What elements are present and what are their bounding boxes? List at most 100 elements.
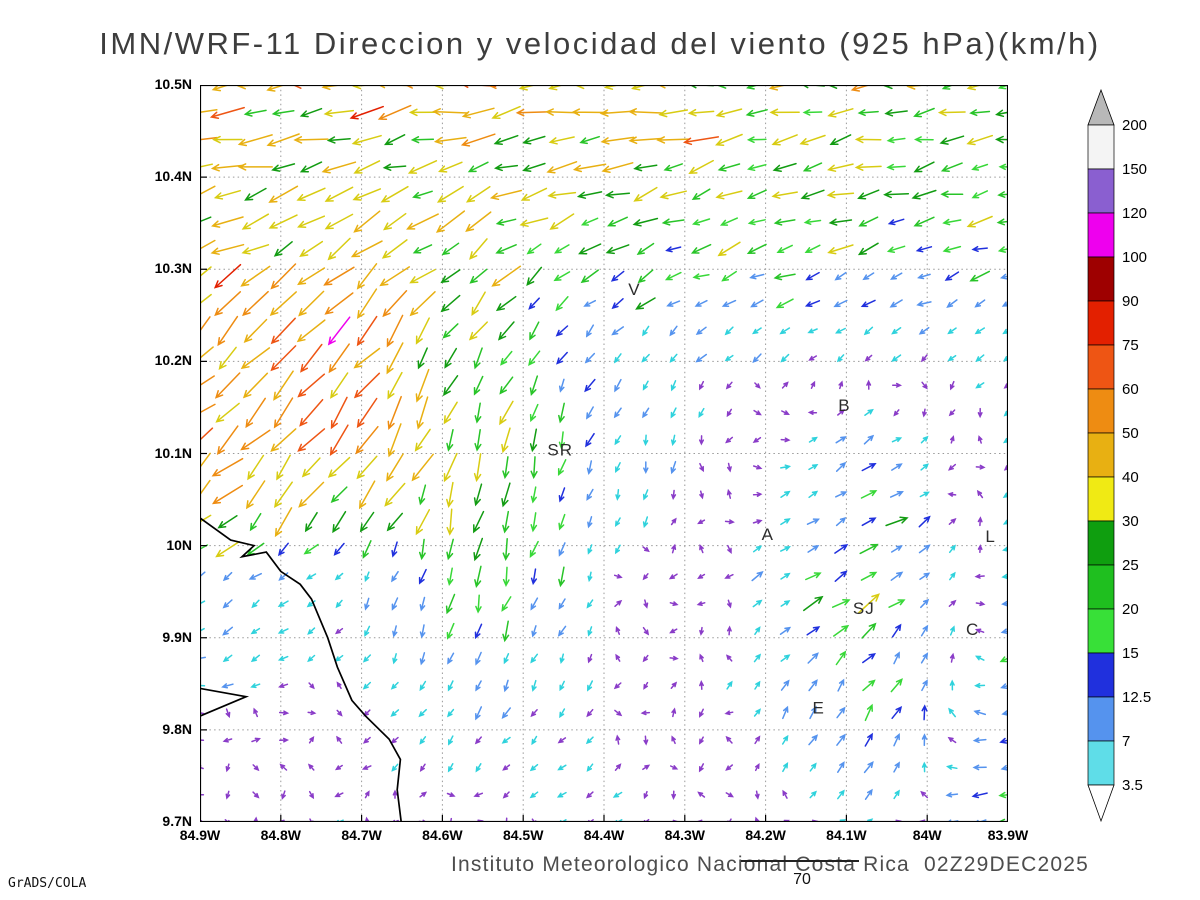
wind-arrow <box>945 764 958 770</box>
wind-arrow <box>281 790 286 800</box>
wind-arrow <box>296 319 326 343</box>
wind-arrow <box>447 763 454 773</box>
wind-arrow <box>613 407 622 419</box>
wind-arrow <box>917 273 931 280</box>
wind-arrow <box>913 136 934 143</box>
wind-arrow <box>442 375 459 397</box>
wind-arrow <box>669 601 679 606</box>
wind-arrow <box>921 733 928 747</box>
lat-tick-label: 9.9N <box>162 628 192 645</box>
wind-arrow <box>553 271 571 282</box>
wind-arrow <box>635 297 656 310</box>
wind-arrow <box>670 407 677 419</box>
wind-arrow <box>361 765 372 770</box>
wind-arrow <box>642 489 649 501</box>
wind-arrow <box>474 623 483 640</box>
wind-arrow <box>268 214 298 229</box>
wind-arrow <box>643 681 649 690</box>
wind-arrow <box>305 573 317 580</box>
wind-arrow <box>780 353 790 363</box>
wind-arrow <box>891 705 903 720</box>
wind-arrow <box>699 543 704 554</box>
wind-arrow <box>808 464 819 471</box>
wind-arrow <box>721 270 737 282</box>
wind-arrow <box>920 435 929 444</box>
wind-arrow <box>435 210 466 233</box>
wind-arrow <box>891 463 903 471</box>
wind-arrow <box>725 381 733 390</box>
wind-arrow <box>465 185 491 203</box>
wind-arrow <box>278 683 289 689</box>
wind-arrow <box>600 136 635 145</box>
wind-arrow <box>719 217 739 226</box>
wind-arrow <box>557 459 567 477</box>
wind-arrow <box>808 490 819 499</box>
wind-arrow <box>724 710 734 716</box>
wind-arrow <box>694 299 708 307</box>
wind-arrow <box>747 163 767 172</box>
colorbar: 200 150 120 100 90 75 60 50 40 30 25 20 15 12.5 7 3.5 <box>1085 88 1169 829</box>
wind-arrow <box>642 516 649 529</box>
colorbar-level-label: 90 <box>1122 293 1139 310</box>
wind-arrow <box>213 263 242 289</box>
wind-arrow <box>803 595 824 612</box>
wind-arrow <box>216 425 239 455</box>
wind-arrow <box>408 108 436 117</box>
colorbar-level-label: 12.5 <box>1122 689 1151 706</box>
wind-arrow <box>996 218 1019 226</box>
colorbar-below-triangle <box>1087 784 1115 823</box>
wind-arrow <box>636 242 655 255</box>
wind-arrow <box>502 510 510 534</box>
wind-arrow <box>529 321 540 341</box>
wind-arrow <box>362 681 372 690</box>
lat-tick-label: 10.2N <box>154 352 192 369</box>
wind-arrow <box>833 624 850 637</box>
wind-arrow <box>558 431 566 450</box>
wind-arrow <box>529 375 539 397</box>
wind-arrow <box>669 353 678 363</box>
wind-arrow <box>555 325 569 337</box>
wind-arrow <box>279 737 290 743</box>
wind-arrow <box>834 570 848 582</box>
wind-arrow <box>780 572 791 580</box>
wind-arrow <box>446 508 455 536</box>
wind-arrow <box>522 162 546 172</box>
wind-arrow <box>585 791 594 799</box>
wind-arrow <box>415 368 430 403</box>
wind-arrow <box>419 680 427 692</box>
wind-arrow <box>835 491 848 498</box>
wind-arrow <box>390 709 400 717</box>
wind-arrow <box>377 104 412 121</box>
wind-arrow <box>835 461 847 472</box>
wind-arrow <box>185 346 214 371</box>
wind-arrow <box>947 354 957 362</box>
wind-arrow <box>687 108 715 117</box>
wind-arrow <box>380 185 409 203</box>
wind-arrow <box>271 109 295 117</box>
wind-arrow <box>643 434 649 447</box>
wind-arrow <box>579 135 600 145</box>
wind-arrow <box>183 403 216 422</box>
wind-arrow <box>920 354 928 363</box>
wind-arrow <box>669 628 678 634</box>
wind-arrow <box>682 136 720 146</box>
wind-arrow <box>308 682 315 690</box>
wind-arrow <box>831 599 851 608</box>
colorbar-level-label: 7 <box>1122 733 1130 750</box>
wind-arrow <box>977 544 983 554</box>
wind-arrow <box>857 189 880 200</box>
wind-arrow <box>460 133 496 147</box>
wind-arrow <box>605 244 630 255</box>
wind-arrow <box>189 316 211 346</box>
wind-arrow <box>501 707 511 719</box>
wind-arrow <box>974 682 986 689</box>
wind-arrow <box>501 596 512 612</box>
wind-arrow <box>546 161 578 174</box>
wind-arrow <box>893 651 900 665</box>
wind-arrow <box>448 735 454 746</box>
wind-arrow <box>586 460 593 475</box>
lon-tick-label: 84.6W <box>422 827 463 843</box>
wind-arrow <box>324 292 354 315</box>
wind-arrow <box>889 299 903 308</box>
wind-arrow <box>697 573 706 580</box>
